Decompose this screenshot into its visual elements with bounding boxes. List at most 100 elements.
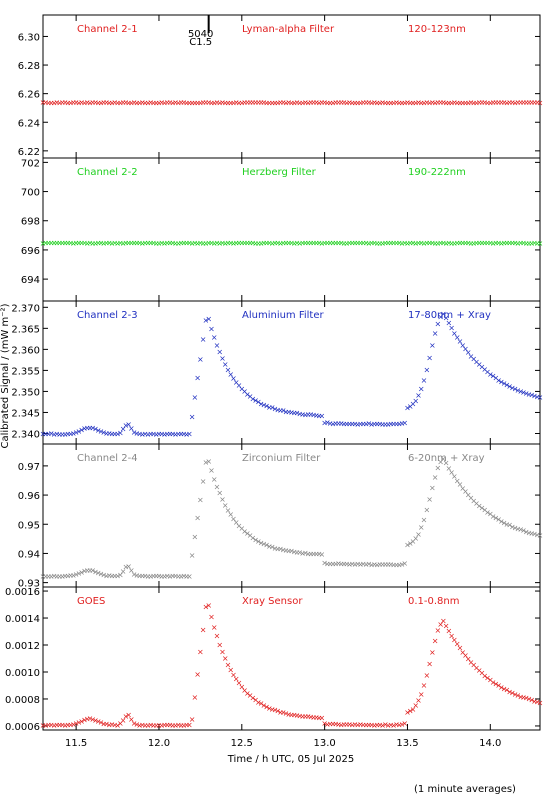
data-point: ×	[106, 239, 113, 248]
data-point: ×	[56, 572, 63, 581]
data-point: ×	[131, 239, 138, 248]
data-point: ×	[357, 720, 364, 729]
data-point: ×	[401, 418, 408, 427]
data-point: ×	[238, 683, 245, 692]
data-point: ×	[385, 721, 392, 730]
data-point: ×	[365, 419, 372, 428]
data-point: ×	[261, 400, 268, 409]
data-point: ×	[106, 571, 113, 580]
data-point: ×	[40, 430, 47, 439]
data-point: ×	[310, 239, 317, 248]
x-tick-label: 12.5	[231, 738, 253, 749]
data-point: ×	[244, 529, 251, 538]
data-point: ×	[393, 420, 400, 429]
data-point: ×	[283, 407, 290, 416]
data-point: ×	[462, 238, 469, 247]
data-point: ×	[490, 98, 497, 107]
data-point: ×	[180, 572, 187, 581]
data-point: ×	[360, 721, 367, 730]
data-point: ×	[147, 430, 154, 439]
data-point: ×	[139, 98, 146, 107]
data-point: ×	[523, 98, 530, 107]
data-point: ×	[247, 531, 254, 540]
data-point: ×	[70, 239, 77, 248]
data-point: ×	[117, 98, 124, 107]
data-point: ×	[92, 98, 99, 107]
data-point: ×	[335, 239, 342, 248]
data-point: ×	[393, 720, 400, 729]
data-point: ×	[506, 98, 513, 107]
data-point: ×	[332, 720, 339, 729]
data-point: ×	[172, 721, 179, 730]
data-point: ×	[379, 721, 386, 730]
data-point: ×	[274, 544, 281, 553]
data-point: ×	[134, 429, 141, 438]
data-point: ×	[434, 239, 441, 248]
data-point: ×	[98, 718, 105, 727]
y-tick-label: 0.97	[18, 462, 40, 473]
data-point: ×	[266, 704, 273, 713]
data-point: ×	[109, 98, 116, 107]
data-point: ×	[247, 392, 254, 401]
data-point: ×	[473, 499, 480, 508]
flare-marker-id: 5040	[188, 29, 213, 40]
data-point: ×	[330, 239, 337, 248]
data-point: ×	[258, 399, 265, 408]
data-point: ×	[147, 98, 154, 107]
data-point: ×	[343, 98, 350, 107]
data-point: ×	[111, 429, 118, 438]
data-point: ×	[446, 319, 453, 328]
data-point: ×	[194, 514, 201, 523]
data-point: ×	[429, 648, 436, 657]
data-point: ×	[233, 98, 240, 107]
data-point: ×	[377, 560, 384, 569]
data-point: ×	[374, 560, 381, 569]
data-point: ×	[62, 98, 69, 107]
data-point: ×	[51, 430, 58, 439]
data-point: ×	[501, 684, 508, 693]
data-point: ×	[78, 98, 85, 107]
data-point: ×	[410, 239, 417, 248]
data-point: ×	[374, 239, 381, 248]
data-point: ×	[432, 329, 439, 338]
data-point: ×	[537, 393, 544, 402]
data-point: ×	[429, 98, 436, 107]
data-point: ×	[153, 98, 160, 107]
data-point: ×	[136, 572, 143, 581]
data-point: ×	[81, 424, 88, 433]
data-point: ×	[114, 721, 121, 730]
data-point: ×	[396, 98, 403, 107]
data-point: ×	[125, 420, 132, 429]
data-point: ×	[150, 721, 157, 730]
data-point: ×	[40, 721, 47, 730]
data-point: ×	[421, 99, 428, 108]
data-point: ×	[136, 98, 143, 107]
data-point: ×	[319, 714, 326, 723]
data-point: ×	[423, 366, 430, 375]
data-point: ×	[374, 721, 381, 730]
data-point: ×	[332, 98, 339, 107]
data-point: ×	[122, 238, 129, 247]
data-point: ×	[40, 572, 47, 581]
data-point: ×	[465, 98, 472, 107]
data-point: ×	[476, 666, 483, 675]
data-point: ×	[379, 560, 386, 569]
data-point: ×	[343, 419, 350, 428]
data-point: ×	[67, 98, 74, 107]
data-point: ×	[84, 239, 91, 248]
data-point: ×	[161, 239, 168, 248]
data-point: ×	[164, 239, 171, 248]
data-point: ×	[371, 419, 378, 428]
data-point: ×	[432, 473, 439, 482]
data-point: ×	[415, 530, 422, 539]
footnote: (1 minute averages)	[414, 784, 516, 795]
data-point: ×	[470, 239, 477, 248]
data-point: ×	[92, 567, 99, 576]
data-point: ×	[95, 98, 102, 107]
data-point: ×	[158, 239, 165, 248]
data-point: ×	[360, 560, 367, 569]
data-point: ×	[515, 691, 522, 700]
data-point: ×	[506, 687, 513, 696]
data-point: ×	[142, 98, 149, 107]
data-point: ×	[451, 239, 458, 248]
